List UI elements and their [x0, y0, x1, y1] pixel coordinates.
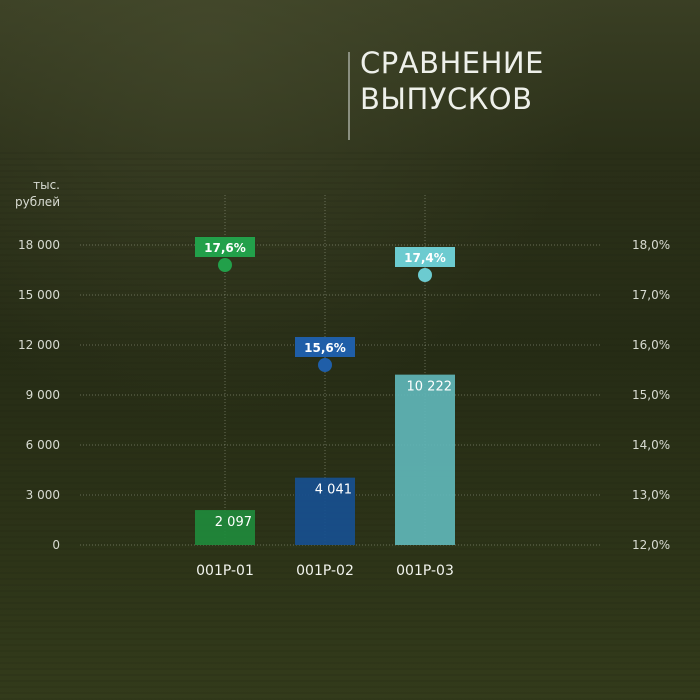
left-axis-tick-label: 15 000: [18, 288, 60, 302]
bar-001P-02: [295, 477, 355, 545]
rate-point-001P-03: [418, 268, 432, 282]
bar-001P-03: [395, 374, 455, 545]
bar-value-label: 2 097: [215, 515, 252, 530]
left-axis-tick-label: 3 000: [26, 488, 60, 502]
category-label: 001P-02: [296, 563, 354, 579]
right-axis-tick-label: 17,0%: [632, 288, 670, 302]
rate-value-label: 15,6%: [304, 341, 346, 355]
rate-point-001P-01: [218, 258, 232, 272]
chart-title-line-2: ВЫПУСКОВ: [360, 82, 533, 116]
left-axis-tick-label: 0: [52, 538, 60, 552]
left-axis-tick-label: 18 000: [18, 238, 60, 252]
left-axis-tick-label: 6 000: [26, 438, 60, 452]
right-axis-tick-label: 13,0%: [632, 488, 670, 502]
rate-badge: [195, 237, 255, 257]
rate-badge: [395, 247, 455, 267]
rate-badge: [295, 337, 355, 357]
chart-title-line-1: СРАВНЕНИЕ: [360, 46, 544, 80]
y-axis-unit-line-1: тыс.: [33, 178, 60, 192]
bar-001P-01: [195, 510, 255, 545]
rate-value-label: 17,6%: [204, 241, 246, 255]
right-axis-tick-label: 12,0%: [632, 538, 670, 552]
right-axis-tick-label: 14,0%: [632, 438, 670, 452]
y-axis-unit-line-2: рублей: [15, 195, 60, 209]
left-axis-tick-label: 9 000: [26, 388, 60, 402]
bar-value-label: 4 041: [315, 483, 352, 498]
rate-value-label: 17,4%: [404, 251, 446, 265]
category-label: 001P-03: [396, 563, 454, 579]
category-label: 001P-01: [196, 563, 254, 579]
right-axis-tick-label: 15,0%: [632, 388, 670, 402]
rate-point-001P-02: [318, 358, 332, 372]
right-axis-tick-label: 16,0%: [632, 338, 670, 352]
right-axis-tick-label: 18,0%: [632, 238, 670, 252]
bar-value-label: 10 222: [407, 380, 453, 395]
left-axis-tick-label: 12 000: [18, 338, 60, 352]
title-divider: [348, 52, 350, 140]
